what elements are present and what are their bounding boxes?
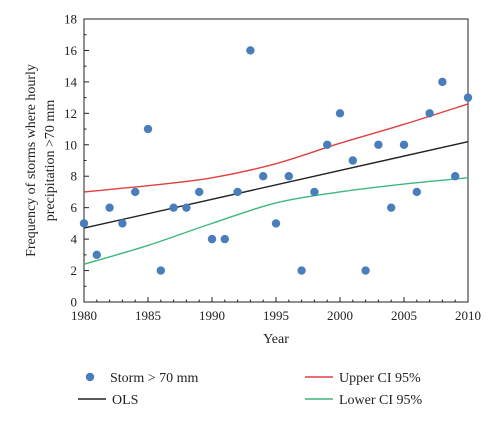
data-point	[169, 203, 178, 212]
data-point	[233, 187, 242, 197]
y-axis-title-line-1: Frequency of storms where hourly	[24, 64, 39, 257]
data-point	[259, 172, 268, 181]
x-tick-label: 1985	[135, 308, 161, 323]
data-point	[182, 203, 191, 212]
lower-ci-95-line	[83, 177, 469, 265]
data-point	[438, 77, 447, 87]
y-axis-ticks: 0 2 4 6 8 10 12 14 16 18	[64, 12, 89, 310]
data-point	[335, 109, 345, 118]
y-tick-label: 18	[64, 12, 77, 27]
legend: Storm > 70 mm OLS Upper CI 95% Lower CI 95%	[78, 371, 423, 408]
data-point	[105, 203, 114, 212]
data-point	[310, 187, 319, 197]
legend-label-upper-ci-95: Upper CI 95%	[339, 371, 421, 386]
data-point	[156, 266, 165, 275]
x-tick-label: 2010	[455, 308, 481, 323]
series-lines	[83, 103, 469, 265]
x-axis-title: Year	[263, 332, 289, 347]
y-tick-label: 10	[64, 137, 77, 152]
data-point	[399, 140, 409, 149]
data-point	[92, 250, 102, 260]
data-point	[387, 203, 396, 212]
legend-label-ols: OLS	[112, 393, 138, 408]
data-point	[297, 266, 306, 275]
plot-border	[83, 18, 469, 303]
data-point	[348, 156, 357, 165]
data-point	[271, 219, 281, 228]
data-point	[412, 187, 421, 197]
legend-label-storm-70-mm: Storm > 70 mm	[110, 371, 199, 386]
data-point	[425, 109, 434, 118]
ols-line	[83, 140, 469, 229]
data-point	[220, 234, 229, 244]
upper-ci-95-line	[83, 103, 469, 193]
data-point	[79, 219, 89, 228]
x-tick-label: 2000	[327, 308, 353, 323]
legend-label-lower-ci-95: Lower CI 95%	[339, 393, 423, 408]
y-tick-label: 12	[64, 106, 77, 121]
data-point	[118, 219, 127, 228]
y-tick-label: 0	[71, 295, 78, 310]
data-point	[195, 187, 204, 197]
data-point	[284, 172, 293, 181]
x-tick-label: 2005	[391, 308, 417, 323]
data-point	[323, 140, 332, 149]
y-tick-label: 14	[64, 74, 78, 89]
x-tick-label: 1990	[199, 308, 225, 323]
plot-frame	[83, 18, 469, 303]
data-point	[361, 266, 370, 275]
data-point	[451, 172, 460, 181]
data-point	[246, 46, 255, 55]
data-point	[131, 187, 140, 197]
x-tick-label: 1995	[263, 308, 289, 323]
y-tick-label: 16	[64, 43, 78, 58]
data-point	[463, 93, 473, 102]
y-tick-label: 6	[71, 200, 78, 215]
x-tick-label: 1980	[71, 308, 97, 323]
data-point	[374, 140, 383, 149]
data-point	[143, 124, 153, 134]
y-tick-label: 4	[71, 232, 78, 247]
y-tick-label: 2	[71, 263, 78, 278]
y-tick-label: 8	[71, 169, 78, 184]
y-axis-title-line-2: precipitation >70 mm	[43, 100, 58, 222]
x-axis-ticks: 1980 1985 1990 1995 2000 2005 2010	[71, 297, 481, 323]
data-point	[207, 234, 217, 244]
legend-marker-storm-70-mm	[85, 372, 95, 382]
series-points	[79, 46, 473, 275]
